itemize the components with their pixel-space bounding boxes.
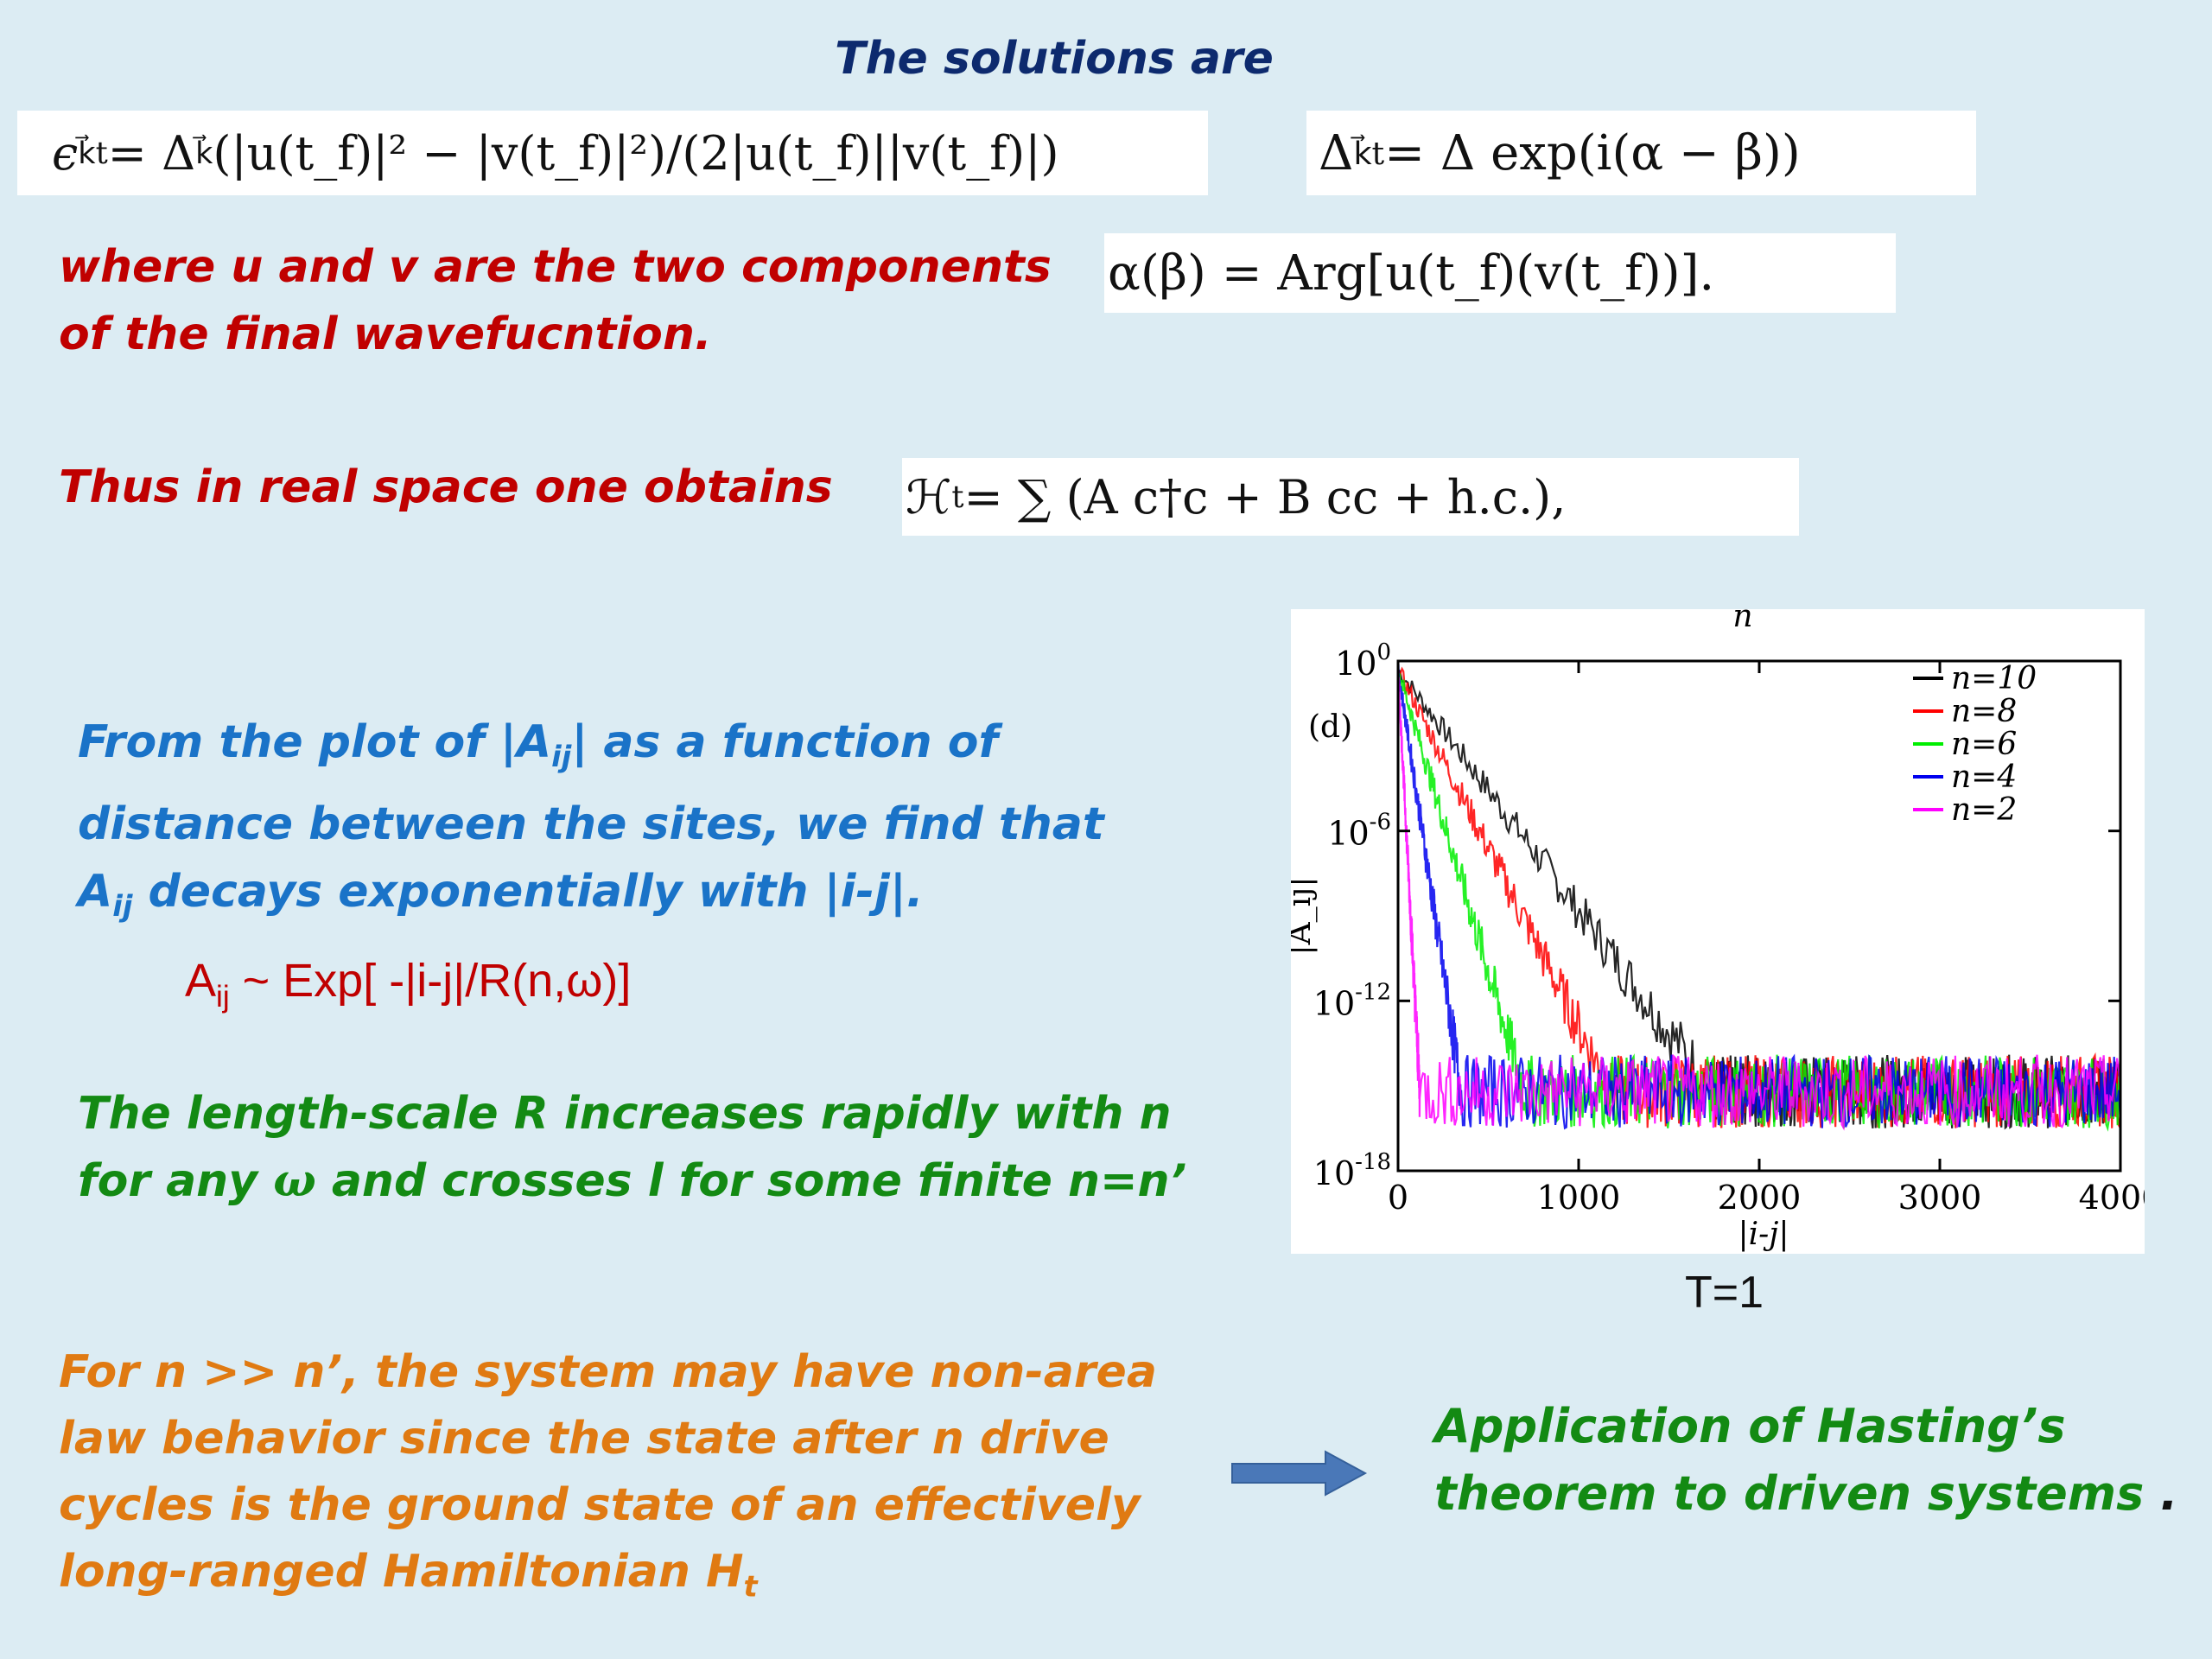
x-tick-label: 1000: [1537, 1179, 1621, 1217]
y-axis-label: |A_ij|: [1291, 877, 1318, 956]
eq2-head: Δ: [1319, 124, 1354, 181]
legend-label: n=8: [1951, 694, 2017, 729]
x-tick-label: 4000: [2079, 1179, 2145, 1217]
top-label: n: [1732, 609, 1752, 634]
eq4-head: ℋ: [906, 469, 952, 524]
legend-label: n=2: [1951, 792, 2017, 828]
legend-label: n=4: [1951, 760, 2017, 795]
paragraph-application: Application of Hasting’s theorem to driv…: [1434, 1393, 2212, 1528]
axis-ticks: 0 1000 2000 3000 4000 100 10-6 10-12 10-18: [1313, 639, 2163, 1217]
formula-rest: ~ Exp[ -|i-j|/R(n,ω)]: [229, 955, 632, 1007]
right-arrow-icon: [1231, 1450, 1368, 1497]
plot-caption: T=1: [1685, 1268, 1764, 1318]
plot-text-2: | as a function of distance between the …: [78, 716, 1104, 918]
paragraph-where: where u and v are the two components of …: [59, 241, 1052, 360]
panel-label: (d): [1308, 709, 1352, 745]
length-text-2: and crosses l for some finite n=n’: [315, 1155, 1187, 1207]
series-layer: [1396, 661, 2122, 1132]
paragraph-length-scale: The length-scale R increases rapidly wit…: [78, 1080, 1201, 1215]
eq1-eq: = Δ: [107, 125, 196, 181]
x-tick-label: 2000: [1718, 1179, 1802, 1217]
series-line: [1396, 664, 2122, 1130]
length-text-1: The length-scale R increases rapidly wit…: [78, 1088, 1172, 1207]
application-text: Application of Hasting’s theorem to driv…: [1434, 1399, 2145, 1521]
formula-sub: ij: [216, 979, 230, 1014]
decay-plot-svg: 0 1000 2000 3000 4000 100 10-6 10-12 10-18 (d) n…: [1282, 599, 2163, 1252]
y-tick-label: 10-12: [1313, 979, 1391, 1022]
orange-text: For n >> n’, the system may have non-are…: [59, 1346, 1157, 1598]
application-dot: .: [2144, 1466, 2178, 1521]
slide-title: The solutions are: [835, 33, 1274, 85]
series-n-2: [1396, 661, 2122, 1131]
eq2-sub: k⃗t: [1353, 134, 1385, 172]
plot-text-1: From the plot of |A: [78, 716, 552, 768]
x-tick-label: 0: [1388, 1179, 1408, 1217]
eq1-sub2: k⃗: [195, 135, 213, 171]
eq1-tail: (|u(t_f)|² − |v(t_f)|²)/(2|u(t_f)||v(t_f…: [213, 125, 1059, 181]
orange-sub: t: [743, 1569, 758, 1604]
y-tick-label: 10-6: [1327, 810, 1391, 853]
legend: n=10n=8n=6n=4n=2: [1913, 661, 2037, 828]
length-omega: ω: [273, 1154, 316, 1207]
y-tick-label: 10-18: [1313, 1149, 1391, 1192]
y-tick-label: 100: [1335, 639, 1391, 683]
paragraph-plot: From the plot of |Aij| as a function of …: [78, 709, 1115, 941]
eq4-sub: t: [951, 479, 964, 515]
series-line: [1396, 661, 2122, 1131]
eq2-tail: = Δ exp(i(α − β)): [1384, 124, 1801, 181]
plot-sub-1: ij: [551, 740, 572, 774]
eq4-tail: = ∑ (A c†c + B cc + h.c.),: [963, 469, 1567, 524]
paragraph-non-area-law: For n >> n’, the system may have non-are…: [59, 1339, 1225, 1619]
decay-formula: Aij ~ Exp[ -|i-j|/R(n,ω)]: [185, 954, 631, 1014]
x-axis-label: |i-j|: [1738, 1217, 1789, 1252]
legend-label: n=10: [1951, 661, 2037, 696]
paragraph-thus: Thus in real space one obtains: [59, 461, 833, 513]
series-n-4: [1396, 664, 2122, 1130]
formula-a: A: [185, 955, 217, 1007]
decay-plot: 0 1000 2000 3000 4000 100 10-6 10-12 10-18 (d) n…: [1282, 599, 2163, 1254]
eq1-sub: k⃗t: [78, 135, 108, 171]
equation-alpha-beta: α(β) = Arg[u(t_f)(v(t_f))].: [1104, 233, 1896, 313]
plot-text-3: decays exponentially with |i-j|.: [132, 866, 924, 918]
eq3-text: α(β) = Arg[u(t_f)(v(t_f))].: [1108, 245, 1715, 302]
x-tick-label: 3000: [1898, 1179, 1982, 1217]
eq1-epsilon: ϵ: [52, 125, 79, 181]
plot-sub-2: ij: [112, 889, 133, 924]
legend-label: n=6: [1951, 727, 2017, 762]
